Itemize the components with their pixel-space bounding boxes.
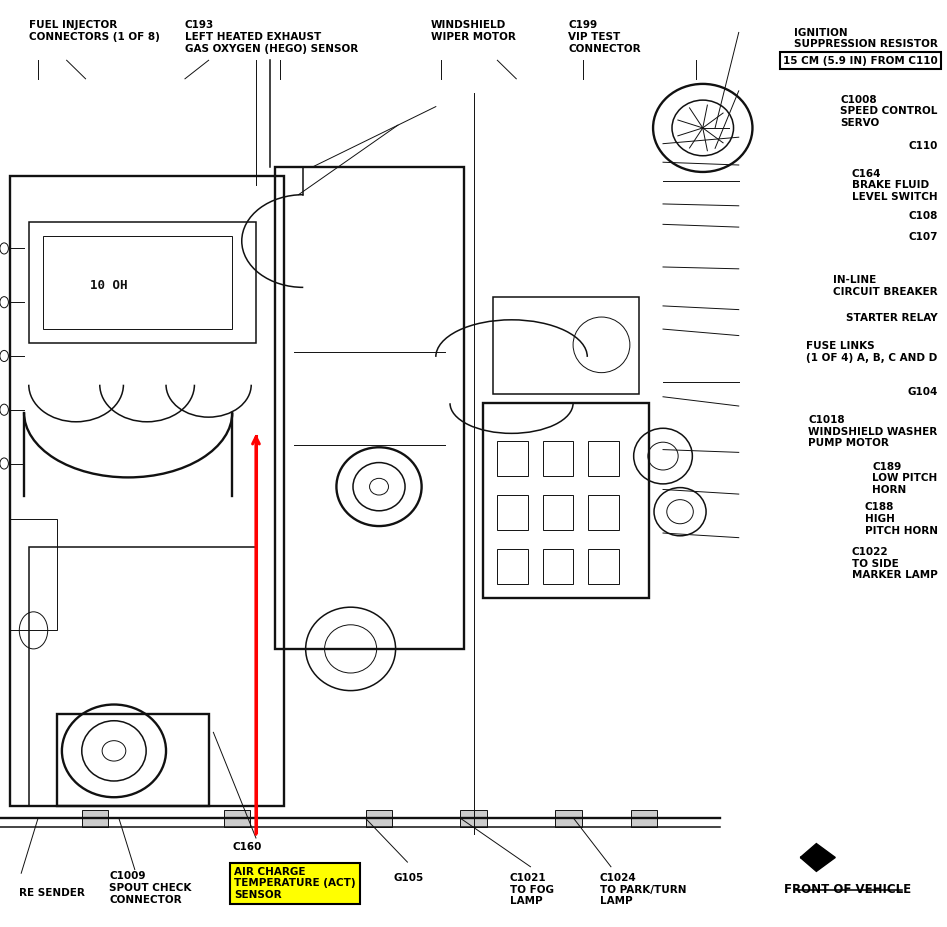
Text: C160: C160 [232,842,261,852]
FancyBboxPatch shape [223,810,250,827]
Text: IGNITION
SUPPRESSION RESISTOR: IGNITION SUPPRESSION RESISTOR [794,28,938,49]
FancyBboxPatch shape [631,810,657,827]
Text: G104: G104 [907,387,938,398]
Text: 10 OH: 10 OH [91,279,128,292]
Text: C1022
TO SIDE
MARKER LAMP: C1022 TO SIDE MARKER LAMP [851,547,938,580]
Text: AIR CHARGE
TEMPERATURE (ACT)
SENSOR: AIR CHARGE TEMPERATURE (ACT) SENSOR [234,867,356,900]
Text: G105: G105 [393,873,423,883]
Text: C164
BRAKE FLUID
LEVEL SWITCH: C164 BRAKE FLUID LEVEL SWITCH [852,169,938,202]
Text: RE SENDER: RE SENDER [19,888,85,898]
Text: C1009
SPOUT CHECK
CONNECTOR: C1009 SPOUT CHECK CONNECTOR [109,871,191,905]
Text: C199
VIP TEST
CONNECTOR: C199 VIP TEST CONNECTOR [568,20,641,54]
Polygon shape [800,844,835,871]
Text: C1021
TO FOG
LAMP: C1021 TO FOG LAMP [509,873,554,907]
FancyBboxPatch shape [555,810,581,827]
FancyBboxPatch shape [81,810,108,827]
Text: C188
HIGH
PITCH HORN: C188 HIGH PITCH HORN [865,502,938,536]
Text: C1008
SPEED CONTROL
SERVO: C1008 SPEED CONTROL SERVO [840,95,938,128]
Text: C108: C108 [908,211,938,222]
Text: C1024
TO PARK/TURN
LAMP: C1024 TO PARK/TURN LAMP [599,873,686,907]
Text: IN-LINE
CIRCUIT BREAKER: IN-LINE CIRCUIT BREAKER [833,275,938,297]
FancyBboxPatch shape [460,810,487,827]
Text: WINDSHIELD
WIPER MOTOR: WINDSHIELD WIPER MOTOR [431,20,516,42]
Text: 15 CM (5.9 IN) FROM C110: 15 CM (5.9 IN) FROM C110 [783,56,938,66]
Text: FRONT OF VEHICLE: FRONT OF VEHICLE [784,883,911,895]
Text: C110: C110 [908,141,938,151]
FancyBboxPatch shape [366,810,392,827]
Text: C107: C107 [908,232,938,242]
Text: C193
LEFT HEATED EXHAUST
GAS OXYGEN (HEGO) SENSOR: C193 LEFT HEATED EXHAUST GAS OXYGEN (HEG… [185,20,358,54]
Text: FUEL INJECTOR
CONNECTORS (1 OF 8): FUEL INJECTOR CONNECTORS (1 OF 8) [28,20,160,42]
Text: FUSE LINKS
(1 OF 4) A, B, C AND D: FUSE LINKS (1 OF 4) A, B, C AND D [806,341,938,362]
Text: C1018
WINDSHIELD WASHER
PUMP MOTOR: C1018 WINDSHIELD WASHER PUMP MOTOR [809,415,938,449]
Text: C189
LOW PITCH
HORN: C189 LOW PITCH HORN [872,462,938,495]
Text: STARTER RELAY: STARTER RELAY [846,313,938,324]
